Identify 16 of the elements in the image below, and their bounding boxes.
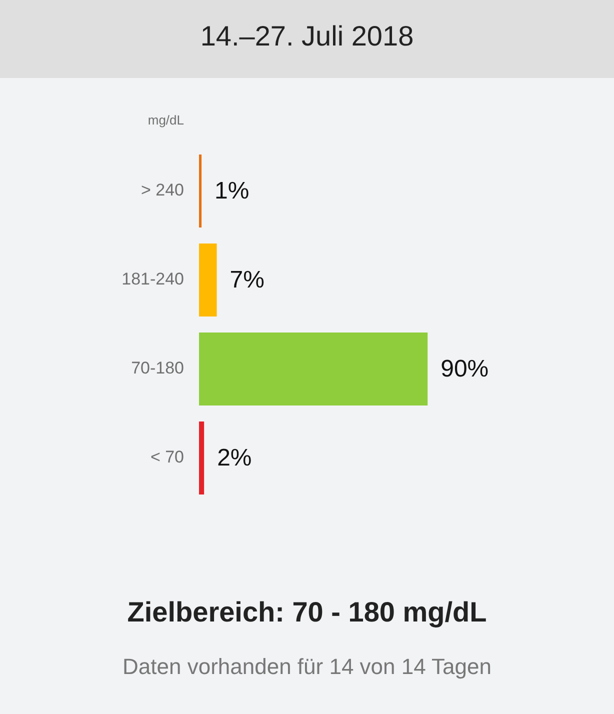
data-label: 90% — [440, 356, 489, 383]
y-tick-label: > 240 — [140, 180, 184, 200]
data-label: 7% — [230, 266, 264, 294]
bar — [199, 422, 204, 494]
chart-title: 14.–27. Juli 2018 — [200, 20, 414, 52]
bar — [199, 332, 428, 406]
text: Zielbereich: 70 - 180 mg/dL — [127, 596, 487, 628]
y-axis-title: mg/dL — [148, 112, 184, 128]
y-tick-label: 181-240 — [122, 270, 184, 289]
text: Daten vorhanden für 14 von 14 Tagen — [122, 654, 492, 680]
y-tick-label: 70-180 — [131, 358, 184, 378]
data-label: 1% — [214, 178, 250, 205]
bar — [199, 244, 217, 316]
y-tick-label: < 70 — [150, 448, 184, 467]
bar — [199, 154, 202, 228]
data-label: 2% — [217, 444, 252, 472]
